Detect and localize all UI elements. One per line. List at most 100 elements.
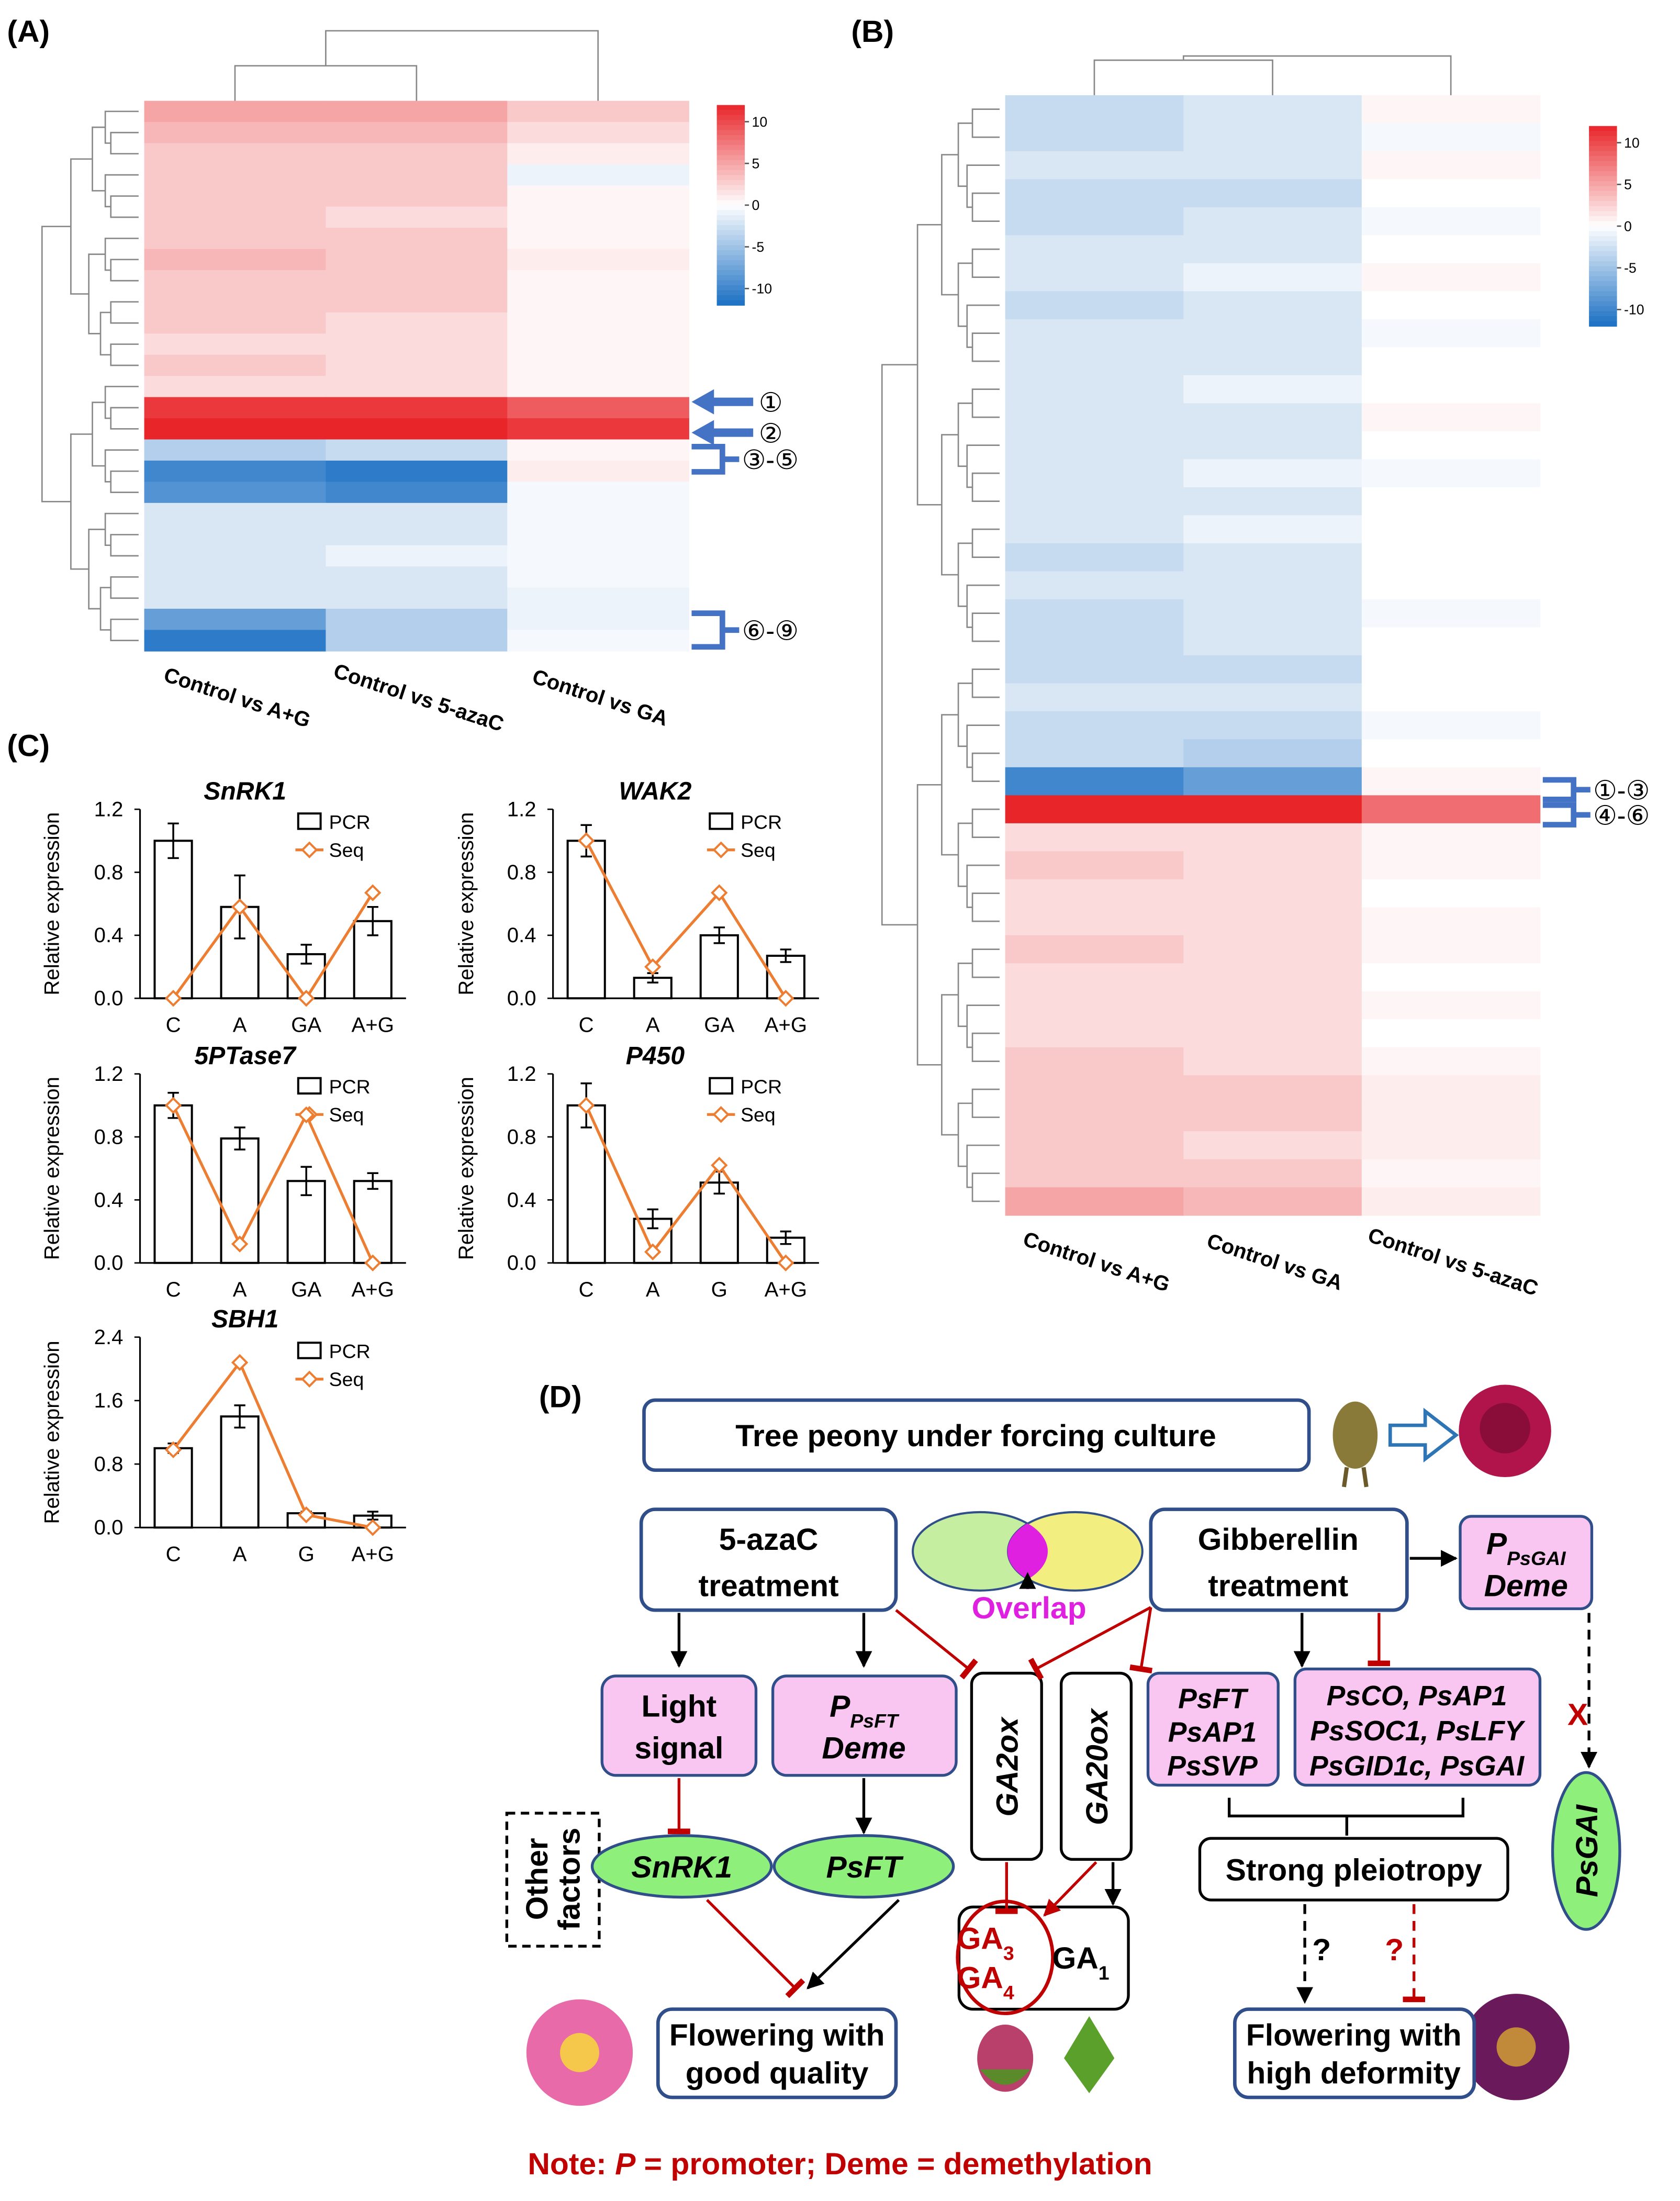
x-tick-label: C bbox=[579, 1013, 594, 1036]
colorbar-step bbox=[1589, 221, 1617, 227]
colorbar-step bbox=[716, 240, 745, 246]
colorbar-step bbox=[716, 150, 745, 156]
x-tick-label: C bbox=[166, 1543, 181, 1566]
colorbar-step bbox=[716, 175, 745, 181]
dendrogram-branch bbox=[881, 364, 918, 926]
heat-cell bbox=[1361, 991, 1541, 1020]
colorbar-step bbox=[716, 275, 745, 281]
heat-cell bbox=[1183, 879, 1362, 908]
heat-cell bbox=[326, 524, 508, 546]
heat-cell bbox=[326, 333, 508, 355]
colorbar-step bbox=[716, 230, 745, 236]
heat-cell bbox=[1361, 1103, 1541, 1132]
legend-label: Seq bbox=[329, 839, 364, 861]
colorbar-step bbox=[1589, 301, 1617, 307]
heat-cell bbox=[1005, 403, 1184, 432]
box-text: PPsFT bbox=[830, 1689, 900, 1731]
gene-text: PsFT bbox=[826, 1850, 904, 1884]
heat-cell bbox=[1005, 991, 1184, 1020]
heat-cell bbox=[507, 143, 689, 165]
dendrogram-branch bbox=[957, 262, 973, 327]
legend-swatch bbox=[712, 841, 730, 858]
heat-cell bbox=[144, 524, 327, 546]
bar bbox=[153, 1104, 193, 1264]
dendrogram-branch bbox=[916, 224, 942, 506]
gene-text: PsGAI bbox=[1570, 1804, 1604, 1897]
heat-cell bbox=[1361, 1187, 1541, 1216]
diagram: (D) Tree peony under forcing culture 5-a… bbox=[505, 1380, 1621, 2181]
dendrogram-branch bbox=[941, 434, 959, 576]
heat-cell bbox=[1183, 123, 1362, 152]
annotation-bracket bbox=[691, 610, 740, 650]
chart-title: 5PTase7 bbox=[194, 1042, 297, 1070]
heat-cell bbox=[1183, 487, 1362, 516]
heat-cell bbox=[1183, 235, 1362, 264]
colorbar-step bbox=[1589, 216, 1617, 222]
heat-cell bbox=[1005, 1019, 1184, 1048]
dendrogram-branch bbox=[957, 683, 973, 747]
heat-cell bbox=[144, 376, 327, 398]
dendrogram-branch bbox=[966, 444, 1000, 488]
colorbar-step bbox=[716, 135, 745, 141]
heat-cell bbox=[1183, 179, 1362, 208]
heat-cell bbox=[1361, 95, 1541, 124]
heat-cell bbox=[1361, 235, 1541, 264]
colorbar-step bbox=[716, 255, 745, 261]
box-text: PsFT bbox=[1178, 1683, 1249, 1714]
colorbar-step bbox=[1589, 236, 1617, 242]
heat-cell bbox=[1005, 739, 1184, 768]
dendrogram-branch bbox=[966, 1004, 1000, 1048]
y-tick-label: 1.6 bbox=[94, 1389, 124, 1412]
heat-cell bbox=[1183, 683, 1362, 712]
dendrogram-branch bbox=[971, 472, 1000, 502]
dendrogram-branch bbox=[966, 1144, 1000, 1188]
heat-cell bbox=[144, 630, 327, 652]
dendrogram-branch bbox=[971, 1088, 1000, 1118]
heat-cell bbox=[1183, 207, 1362, 236]
y-tick-label: 0.4 bbox=[94, 1188, 124, 1212]
heat-cell bbox=[144, 418, 327, 440]
dendrogram-branch bbox=[966, 584, 1000, 628]
box-text: Flowering with bbox=[1246, 2018, 1462, 2052]
text: P bbox=[830, 1689, 850, 1723]
error-bar bbox=[367, 1172, 378, 1190]
colorbar-step bbox=[1589, 181, 1617, 187]
y-tick-label: 0.8 bbox=[94, 1125, 124, 1148]
colorbar-step bbox=[716, 260, 745, 266]
legend-label: Seq bbox=[741, 1104, 776, 1126]
heat-cell bbox=[144, 333, 327, 355]
heat-cell bbox=[1183, 963, 1362, 992]
heat-cell bbox=[326, 587, 508, 609]
heat-cell bbox=[1005, 599, 1184, 628]
text: Note: bbox=[528, 2147, 615, 2181]
box-text: Tree peony under forcing culture bbox=[735, 1419, 1216, 1453]
box bbox=[1198, 1837, 1509, 1902]
box-text: PsSOC1, PsLFY bbox=[1310, 1716, 1526, 1747]
heat-cell bbox=[326, 100, 508, 122]
column-label: Control vs A+G bbox=[1021, 1227, 1173, 1297]
colorbar-step bbox=[1589, 281, 1617, 287]
heat-cell bbox=[1005, 823, 1184, 852]
box bbox=[1459, 1515, 1594, 1611]
heat-cell bbox=[1361, 123, 1541, 152]
heat-cell bbox=[1361, 935, 1541, 964]
gene-node bbox=[1551, 1771, 1621, 1931]
heat-cell bbox=[144, 587, 327, 609]
text: = promoter; Deme = demethylation bbox=[635, 2147, 1152, 2181]
text: GA bbox=[957, 1922, 1003, 1956]
point bbox=[231, 898, 249, 915]
colorbar-step bbox=[716, 210, 745, 216]
error-bar bbox=[647, 1208, 658, 1230]
heat-cell bbox=[507, 270, 689, 292]
dendrogram-branch bbox=[957, 822, 973, 887]
y-axis-label: Relative expression bbox=[454, 1077, 478, 1260]
heat-cell bbox=[1361, 1131, 1541, 1160]
heat-cell bbox=[507, 439, 689, 461]
y-tick-label: 1.2 bbox=[94, 797, 124, 821]
text: 4 bbox=[1003, 1981, 1014, 2003]
heat-cell bbox=[144, 122, 327, 144]
colorbar-step bbox=[716, 280, 745, 286]
x-tick-label: GA bbox=[291, 1013, 321, 1036]
heat-cell bbox=[1183, 851, 1362, 880]
heat-cell bbox=[1183, 599, 1362, 628]
